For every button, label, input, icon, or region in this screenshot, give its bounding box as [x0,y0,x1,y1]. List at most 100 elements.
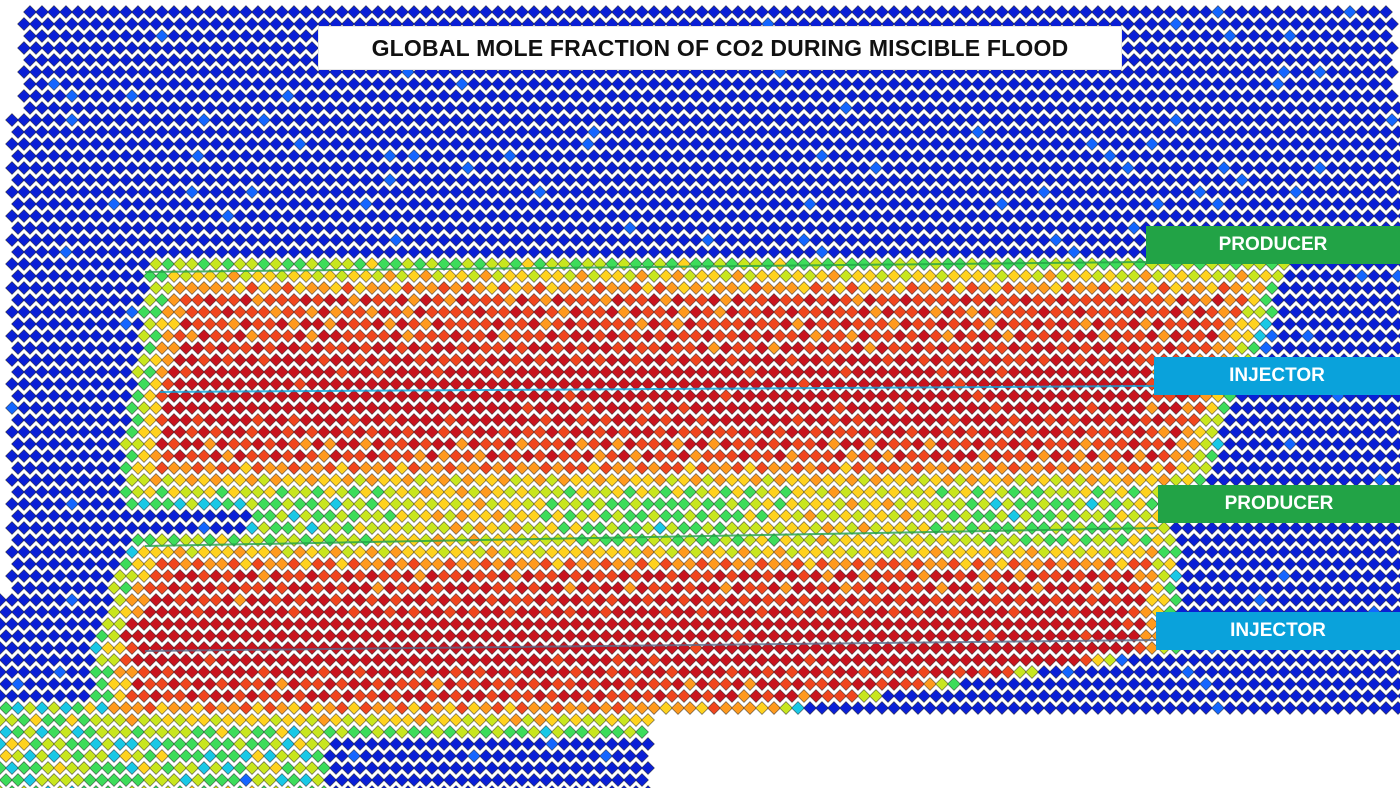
grid-cell [275,437,289,451]
grid-cell [887,485,901,499]
grid-cell [569,89,583,103]
grid-cell [257,137,271,151]
grid-cell [293,17,307,31]
grid-cell [17,17,31,31]
grid-cell [233,65,247,79]
grid-cell [1031,77,1045,91]
grid-cell [407,461,421,475]
grid-cell [1073,89,1087,103]
grid-cell [857,425,871,439]
grid-cell [131,29,145,43]
grid-cell [287,29,301,43]
grid-cell [629,233,643,247]
grid-cell [467,317,481,331]
grid-cell [491,365,505,379]
grid-cell [377,449,391,463]
grid-cell [1049,473,1063,487]
grid-cell [1367,293,1381,307]
grid-cell [251,485,265,499]
grid-cell [1331,437,1345,451]
grid-cell [1001,89,1015,103]
grid-cell [911,221,925,235]
grid-cell [1121,473,1135,487]
grid-cell [311,437,325,451]
grid-cell [185,257,199,271]
grid-cell [509,185,523,199]
grid-cell [839,365,853,379]
grid-cell [581,209,595,223]
grid-cell [95,341,109,355]
grid-cell [221,377,235,391]
grid-cell [743,77,757,91]
grid-cell [527,5,541,19]
grid-cell [293,473,307,487]
grid-cell [1193,137,1207,151]
grid-cell [1283,173,1297,187]
grid-cell [863,485,877,499]
grid-cell [701,353,715,367]
grid-cell [1013,473,1027,487]
grid-cell [791,5,805,19]
grid-cell [1025,89,1039,103]
grid-cell [1229,65,1243,79]
grid-cell [1163,125,1177,139]
grid-cell [491,221,505,235]
grid-cell [707,77,721,91]
grid-cell [1187,149,1201,163]
grid-cell [1145,473,1159,487]
grid-cell [947,317,961,331]
grid-cell [557,377,571,391]
grid-cell [1259,5,1273,19]
grid-cell [281,305,295,319]
grid-cell [1271,461,1285,475]
grid-cell [551,269,565,283]
grid-cell [227,341,241,355]
grid-cell [869,401,883,415]
grid-cell [875,77,889,91]
grid-cell [467,221,481,235]
grid-cell [749,329,763,343]
grid-cell [935,437,949,451]
grid-cell [635,125,649,139]
grid-cell [1283,341,1297,355]
grid-cell [443,149,457,163]
grid-cell [545,281,559,295]
grid-cell [95,317,109,331]
grid-cell [785,425,799,439]
grid-cell [407,149,421,163]
grid-cell [239,29,253,43]
grid-cell [773,425,787,439]
grid-cell [743,317,757,331]
grid-cell [71,29,85,43]
grid-cell [713,425,727,439]
grid-cell [965,473,979,487]
grid-cell [143,101,157,115]
grid-cell [35,269,49,283]
grid-cell [671,101,685,115]
grid-cell [1379,413,1393,427]
grid-cell [149,329,163,343]
grid-cell [1043,125,1057,139]
grid-cell [395,389,409,403]
grid-cell [1169,305,1183,319]
grid-cell [683,389,697,403]
grid-cell [629,281,643,295]
grid-cell [713,281,727,295]
grid-cell [629,113,643,127]
grid-cell [545,161,559,175]
grid-cell [1277,425,1291,439]
grid-cell [137,377,151,391]
grid-cell [929,305,943,319]
grid-cell [1349,113,1363,127]
grid-cell [1085,185,1099,199]
grid-cell [1001,185,1015,199]
grid-cell [1163,197,1177,211]
grid-cell [35,149,49,163]
grid-cell [827,341,841,355]
grid-cell [833,161,847,175]
grid-cell [1175,149,1189,163]
grid-cell [401,161,415,175]
grid-cell [329,401,343,415]
grid-cell [1103,197,1117,211]
grid-cell [977,113,991,127]
